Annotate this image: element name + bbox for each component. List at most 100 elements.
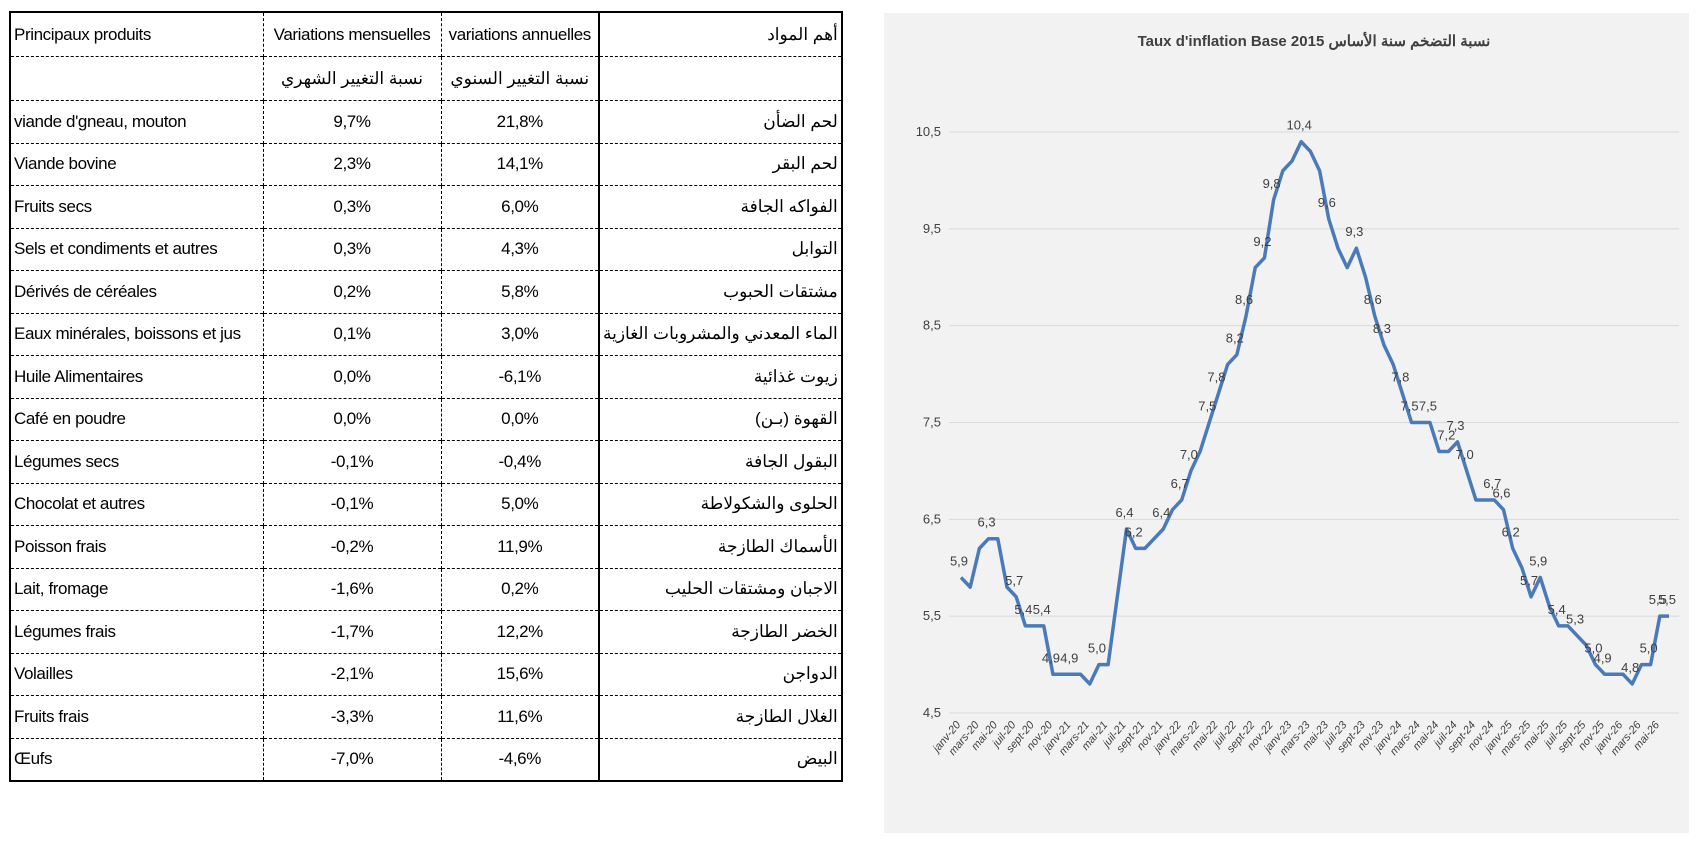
data-label: 6,2: [1125, 524, 1143, 539]
table-row: viande d'gneau, mouton 9,7% 21,8% لحم الضأن: [9, 100, 842, 143]
table-cell: زيوت غذائية: [598, 355, 842, 398]
table-cell: -2,1%: [262, 652, 441, 696]
table-cell: 9,7%: [262, 100, 441, 143]
table-cell: البيض: [598, 737, 842, 781]
table-cell: 12,2%: [440, 610, 599, 653]
data-label: 4,9: [1060, 650, 1078, 665]
table-row: Principaux produits Variations mensuelles…: [9, 12, 842, 57]
table-row: Légumes frais -1,7% 12,2% الخضر الطازجة: [9, 610, 842, 653]
chart-title: Taux d'inflation Base 2015 نسبة التضخم س…: [1138, 31, 1491, 50]
data-label: 7,8: [1207, 369, 1225, 384]
y-tick-label: 7,5: [923, 415, 941, 430]
data-label: 6,2: [1502, 524, 1520, 539]
table-cell: لحم البقر: [598, 142, 842, 186]
table-row: نسبة التغيير الشهري نسبة التغيير السنوي: [9, 56, 842, 101]
table-cell: القهوة (بـن): [598, 397, 842, 441]
table-cell: [9, 56, 263, 101]
table-cell: -0,1%: [262, 440, 441, 483]
price-table: Principaux produits Variations mensuelles…: [9, 11, 843, 782]
table-cell: Principaux produits: [9, 12, 263, 57]
table-cell: Café en poudre: [9, 397, 263, 441]
data-label: 6,4: [1152, 505, 1170, 520]
table-cell: 0,3%: [262, 227, 441, 271]
table-row: Poisson frais -0,2% 11,9% الأسماك الطازجة: [9, 525, 842, 568]
table-cell: -4,6%: [440, 737, 599, 781]
table-cell: Volailles: [9, 652, 263, 696]
data-label: 7,5: [1198, 399, 1216, 414]
table-cell: لحم الضأن: [598, 100, 842, 143]
table-cell: Lait, fromage: [9, 567, 263, 611]
data-label: 4,9: [1594, 650, 1612, 665]
data-label: 5,7: [1520, 573, 1538, 588]
table-cell: -0,1%: [262, 482, 441, 526]
data-label: 5,0: [1088, 641, 1106, 656]
table-row: Fruits frais -3,3% 11,6% الغلال الطازجة: [9, 695, 842, 738]
table-cell: 11,6%: [440, 695, 599, 738]
table-cell: variations annuelles: [440, 12, 599, 57]
table-cell: الغلال الطازجة: [598, 695, 842, 738]
table-cell: Huile Alimentaires: [9, 355, 263, 398]
table-row: Dérivés de céréales 0,2% 5,8% مشتقات الحبوب: [9, 270, 842, 313]
table-cell: نسبة التغيير السنوي: [440, 56, 599, 101]
table-cell: مشتقات الحبوب: [598, 270, 842, 313]
table-cell: البقول الجافة: [598, 440, 842, 483]
data-label: 5,3: [1566, 612, 1584, 627]
table-cell: -7,0%: [262, 737, 441, 781]
chart: Taux d'inflation Base 2015 نسبة التضخم س…: [916, 31, 1679, 758]
table-cell: 0,2%: [440, 567, 599, 611]
y-tick-label: 6,5: [923, 511, 941, 526]
table-cell: 6,0%: [440, 185, 599, 228]
table-cell: 2,3%: [262, 142, 441, 186]
table-cell: الخضر الطازجة: [598, 610, 842, 653]
table-cell: 21,8%: [440, 100, 599, 143]
table-cell: Légumes frais: [9, 610, 263, 653]
data-label: 5,7: [1005, 573, 1023, 588]
data-label: 7,5: [1419, 399, 1437, 414]
data-label: 6,7: [1171, 476, 1189, 491]
table-cell: -1,6%: [262, 567, 441, 611]
table-cell: 5,8%: [440, 270, 599, 313]
table-cell: Eaux minérales, boissons et jus: [9, 312, 263, 356]
table-cell: Fruits frais: [9, 695, 263, 738]
data-label: 6,4: [1115, 505, 1133, 520]
line: [959, 139, 1669, 686]
data-label: 5,9: [1529, 553, 1547, 568]
table-cell: Œufs: [9, 737, 263, 781]
table-cell: الفواكه الجافة: [598, 185, 842, 228]
table-row: Lait, fromage -1,6% 0,2% الاجبان ومشتقات ال…: [9, 567, 842, 611]
table-row: Huile Alimentaires 0,0% -6,1% زيوت غذائية: [9, 355, 842, 398]
table-row: Volailles -2,1% 15,6% الدواجن: [9, 652, 842, 696]
table-cell: نسبة التغيير الشهري: [262, 56, 441, 101]
table-row: Eaux minérales, boissons et jus 0,1% 3,0% ا…: [9, 312, 842, 356]
table-cell: التوابل: [598, 227, 842, 271]
data-label: 9,2: [1253, 234, 1271, 249]
table-cell: [598, 56, 842, 101]
data-label: 5,0: [1640, 641, 1658, 656]
data-label: 8,6: [1235, 292, 1253, 307]
table-cell: 0,3%: [262, 185, 441, 228]
table-cell: Sels et condiments et autres: [9, 227, 263, 271]
table-cell: الحلوى والشكولاطة: [598, 482, 842, 526]
data-label: 5,9: [950, 553, 968, 568]
table-cell: الدواجن: [598, 652, 842, 696]
table-row: Café en poudre 0,0% 0,0% القهوة (بـن): [9, 397, 842, 441]
table-cell: 0,2%: [262, 270, 441, 313]
table-cell: -1,7%: [262, 610, 441, 653]
table-row: Œufs -7,0% -4,6% البيض: [9, 737, 842, 781]
table-cell: 4,3%: [440, 227, 599, 271]
data-label: 5,4: [1548, 602, 1566, 617]
data-label: 10,4: [1287, 118, 1312, 133]
table-row: Chocolat et autres -0,1% 5,0% الحلوى والشكو…: [9, 482, 842, 526]
data-label: 4,8: [1621, 660, 1639, 675]
data-label: 8,3: [1373, 321, 1391, 336]
table-cell: 0,0%: [262, 397, 441, 441]
table-cell: 14,1%: [440, 142, 599, 186]
table-body: Principaux produits Variations mensuelles…: [9, 12, 842, 781]
data-label: 7,2: [1437, 428, 1455, 443]
table-row: Légumes secs -0,1% -0,4% البقول الجافة: [9, 440, 842, 483]
y-tick-label: 9,5: [923, 221, 941, 236]
table-cell: 0,0%: [440, 397, 599, 441]
data-label: 5,5: [1649, 592, 1667, 607]
table-cell: -0,2%: [262, 525, 441, 568]
data-label: 7,0: [1180, 447, 1198, 462]
